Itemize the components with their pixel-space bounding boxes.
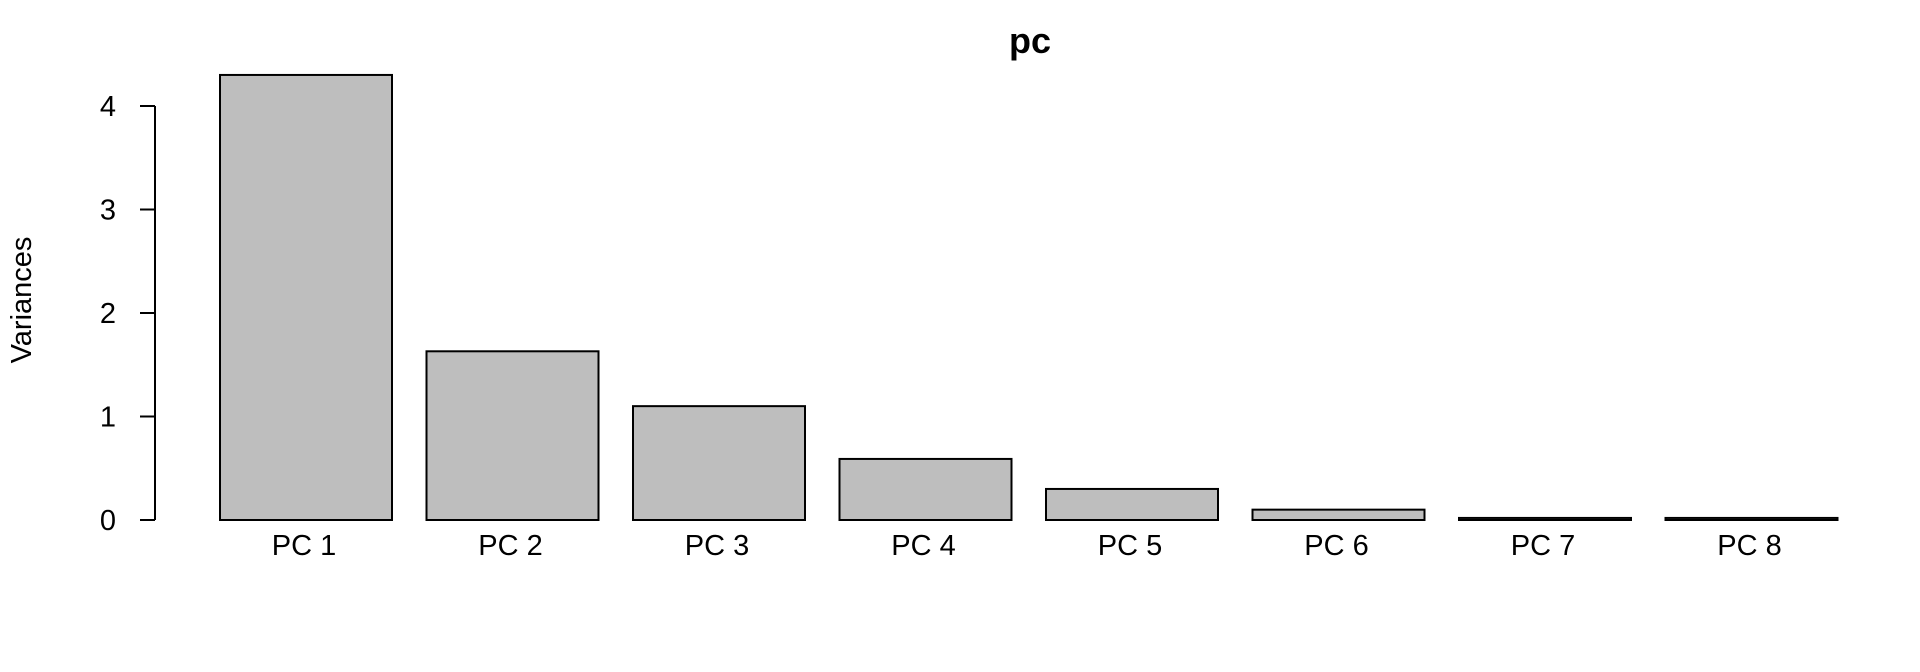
- y-tick-label: 0: [100, 505, 116, 537]
- y-tick-label: 2: [100, 298, 116, 330]
- x-category-label: PC 6: [1304, 530, 1368, 562]
- bar: [1458, 516, 1632, 521]
- bar: [632, 405, 806, 521]
- bar: [838, 457, 1013, 521]
- x-category-label: PC 1: [272, 530, 336, 562]
- y-axis-label: Variances: [6, 237, 38, 364]
- bar: [1664, 516, 1839, 521]
- y-tick-label: 3: [100, 195, 116, 227]
- x-category-label: PC 7: [1511, 530, 1575, 562]
- y-axis: 0 1 2 3 4: [100, 91, 156, 537]
- x-axis-labels: PC 1 PC 2 PC 3 PC 4 PC 5 PC 6 PC 7 PC 8: [272, 530, 1782, 562]
- bar: [425, 350, 600, 522]
- bar: [219, 73, 393, 521]
- bar: [1251, 508, 1426, 521]
- x-category-label: PC 4: [891, 530, 955, 562]
- y-tick-label: 4: [100, 91, 116, 123]
- x-category-label: PC 2: [478, 530, 542, 562]
- y-tick-label: 1: [100, 402, 116, 434]
- x-category-label: PC 5: [1098, 530, 1162, 562]
- chart-title: pc: [1009, 20, 1051, 61]
- bars: [219, 73, 1839, 522]
- x-category-label: PC 3: [685, 530, 749, 562]
- bar: [1045, 487, 1219, 522]
- x-category-label: PC 8: [1717, 530, 1781, 562]
